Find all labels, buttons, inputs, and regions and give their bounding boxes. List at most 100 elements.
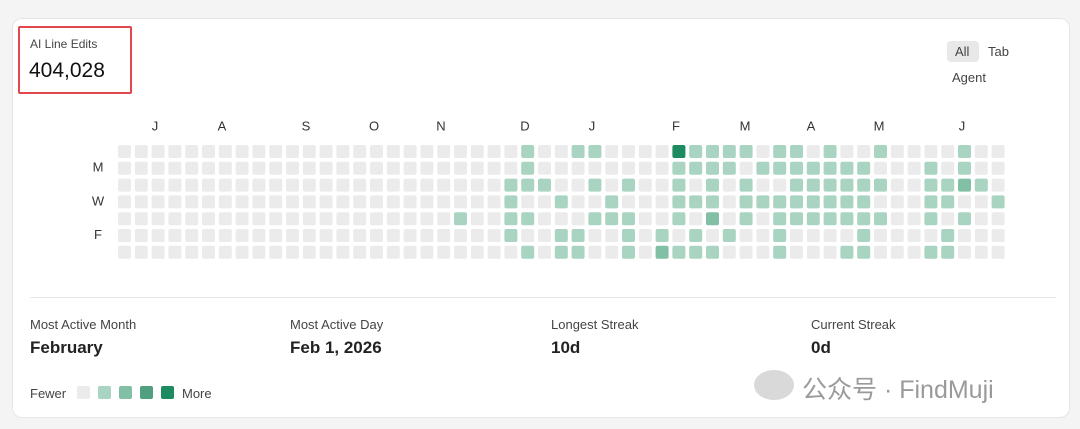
watermark-icon (754, 370, 794, 400)
cell (554, 212, 568, 226)
cell (319, 145, 333, 158)
cell (907, 161, 921, 175)
cell (857, 195, 871, 209)
cell (134, 245, 148, 259)
cell (689, 178, 703, 192)
cell (386, 229, 400, 242)
cell (269, 245, 283, 259)
cell (151, 161, 165, 175)
cell (302, 161, 316, 175)
cell (840, 145, 854, 158)
cell (538, 161, 551, 175)
cell (218, 229, 232, 242)
legend-high: More (182, 386, 212, 401)
cell (252, 161, 266, 175)
cell (470, 145, 484, 158)
cell (924, 245, 938, 259)
cell (874, 178, 887, 192)
highlight-box (18, 26, 132, 94)
cell (252, 145, 266, 158)
cell (269, 212, 283, 226)
cell (790, 229, 803, 242)
cell (403, 212, 417, 226)
day-label: F (94, 227, 102, 242)
cell (941, 145, 955, 158)
cell (218, 145, 232, 158)
cell (454, 178, 467, 192)
cell (218, 195, 232, 209)
month-label: A (218, 118, 227, 133)
cell (722, 245, 736, 259)
cell (420, 161, 434, 175)
cell (571, 245, 585, 259)
cell (269, 195, 283, 209)
cell (437, 229, 451, 242)
cell (588, 195, 602, 209)
cell (874, 229, 887, 242)
cell (403, 229, 417, 242)
cell (941, 161, 955, 175)
cell (739, 178, 753, 192)
cell (554, 161, 568, 175)
cell (420, 229, 434, 242)
tab[interactable]: Tab (988, 44, 1009, 59)
cell (823, 145, 837, 158)
cell (706, 145, 719, 158)
cell (252, 178, 266, 192)
cell (907, 195, 921, 209)
cell (403, 161, 417, 175)
cell (739, 245, 753, 259)
cell (286, 229, 299, 242)
cell (202, 212, 215, 226)
cell (487, 161, 501, 175)
cell (857, 178, 871, 192)
cell (319, 178, 333, 192)
cell (806, 145, 820, 158)
cell (470, 245, 484, 259)
cell (756, 212, 770, 226)
cell (504, 245, 518, 259)
cell (487, 145, 501, 158)
cell (722, 195, 736, 209)
cell (235, 245, 249, 259)
cell (790, 212, 803, 226)
cell (622, 178, 635, 192)
cell (319, 195, 333, 209)
cell (588, 145, 602, 158)
cell (454, 212, 467, 226)
cell (722, 178, 736, 192)
cell (605, 161, 619, 175)
cell (202, 161, 215, 175)
cell (806, 229, 820, 242)
cell (554, 245, 568, 259)
cell (958, 212, 971, 226)
cell (336, 245, 350, 259)
cell (739, 195, 753, 209)
tab[interactable]: All (955, 44, 970, 59)
cell (420, 178, 434, 192)
cell (958, 145, 971, 158)
cell (571, 229, 585, 242)
cell (151, 212, 165, 226)
cell (235, 178, 249, 192)
month-label: F (672, 118, 680, 133)
cell (353, 195, 367, 209)
cell (118, 195, 131, 209)
cell (386, 245, 400, 259)
cell (554, 145, 568, 158)
legend-swatch (77, 386, 90, 399)
cell (437, 178, 451, 192)
cell (622, 212, 635, 226)
cell (420, 195, 434, 209)
cell (403, 195, 417, 209)
cell (521, 145, 535, 158)
cell (336, 212, 350, 226)
cell (840, 161, 854, 175)
heatmap: J A S O N D J F M A M J M W F (92, 118, 1005, 259)
cell (252, 195, 266, 209)
cell (655, 229, 669, 242)
tab[interactable]: Agent (952, 70, 986, 85)
cell (622, 145, 635, 158)
cell (286, 145, 299, 158)
cell (521, 212, 535, 226)
